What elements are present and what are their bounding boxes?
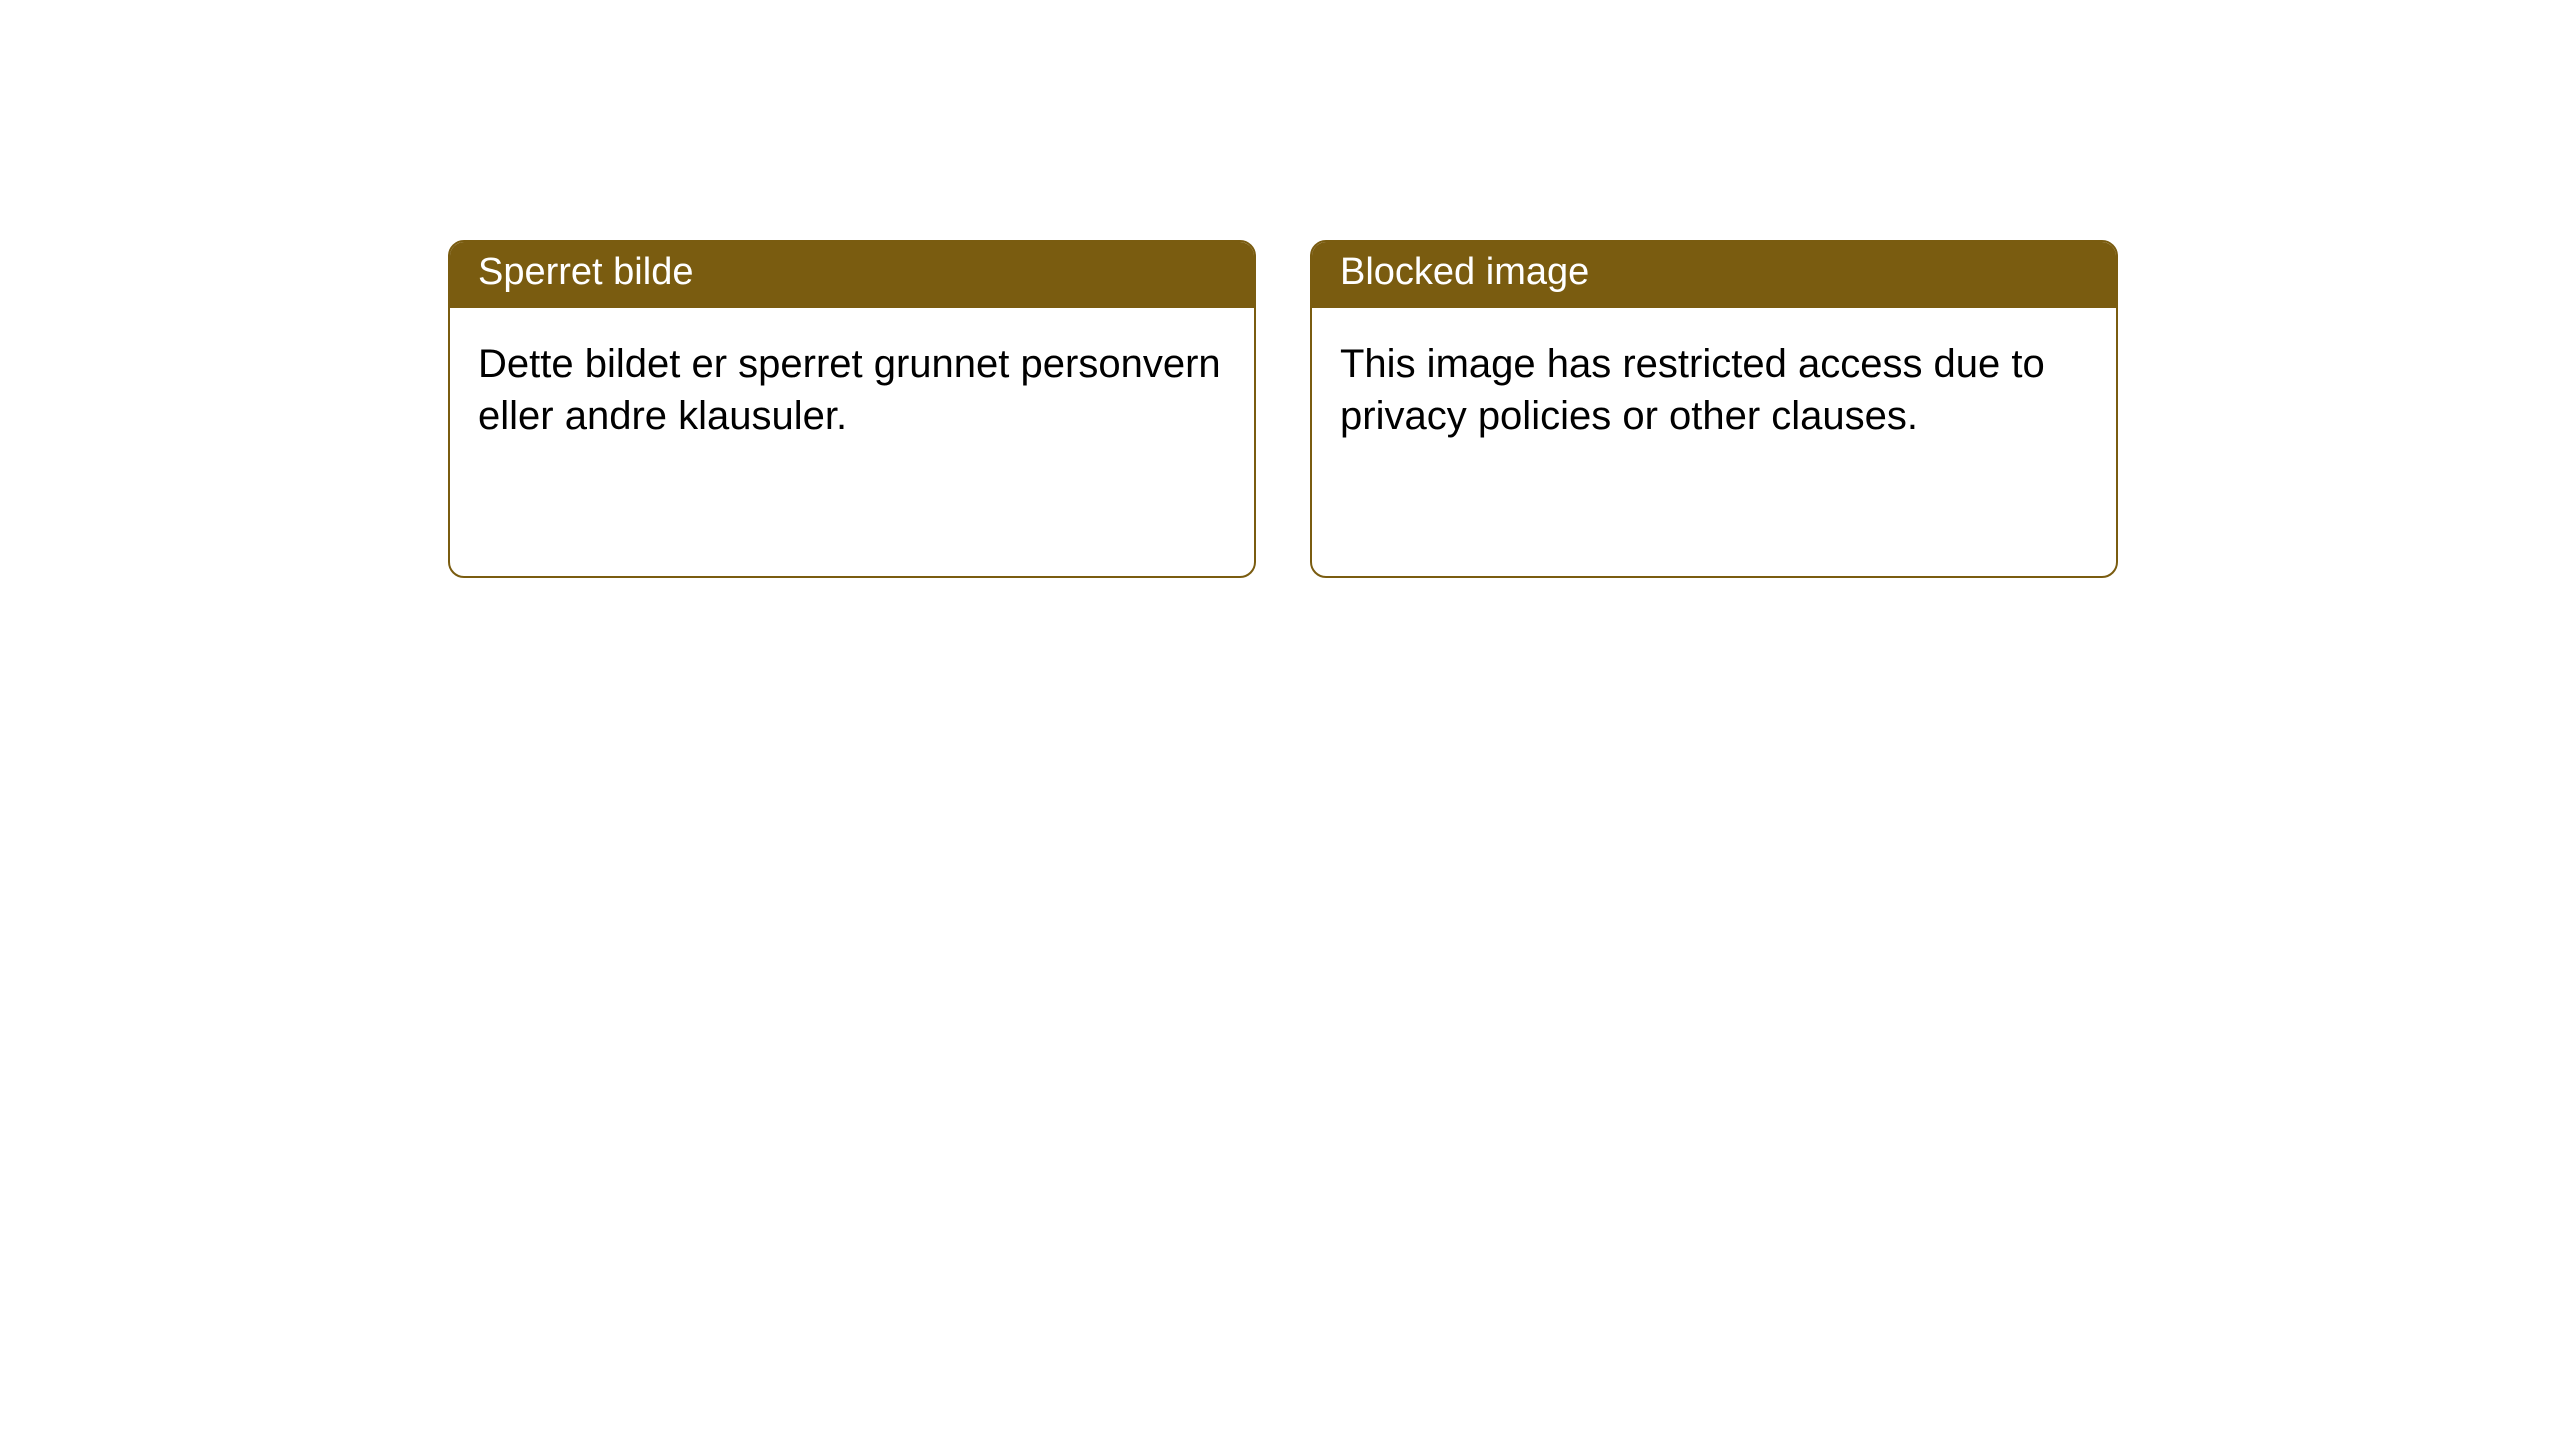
notice-card-norwegian: Sperret bilde Dette bildet er sperret gr…	[448, 240, 1256, 578]
notice-title-english: Blocked image	[1312, 242, 2116, 308]
notice-container: Sperret bilde Dette bildet er sperret gr…	[448, 240, 2118, 578]
notice-title-norwegian: Sperret bilde	[450, 242, 1254, 308]
notice-card-english: Blocked image This image has restricted …	[1310, 240, 2118, 578]
notice-body-english: This image has restricted access due to …	[1312, 308, 2116, 472]
notice-body-norwegian: Dette bildet er sperret grunnet personve…	[450, 308, 1254, 472]
